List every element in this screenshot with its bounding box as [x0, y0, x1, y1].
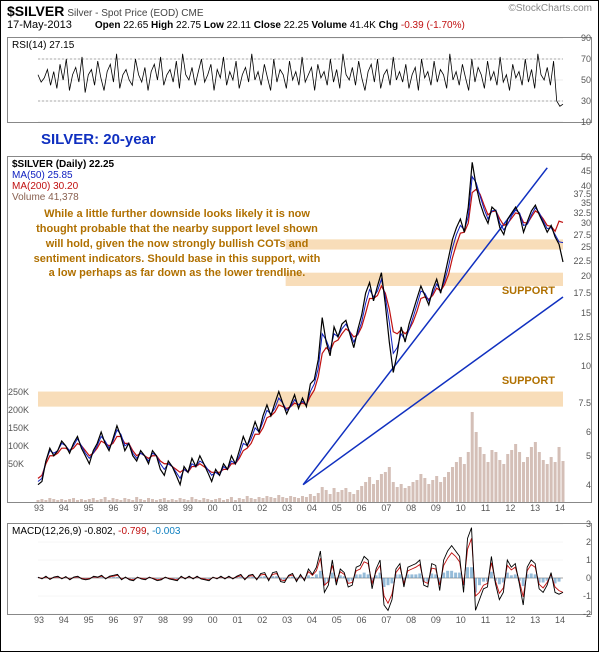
price-x-axis: 9394959697989900010203040506070809101112…	[39, 503, 560, 515]
support-label-1: SUPPORT	[502, 285, 555, 297]
rsi-panel: RSI(14) 27.15 1030507090	[7, 37, 592, 123]
chart-header: $SILVER Silver - Spot Price (EOD) CME ©S…	[1, 1, 598, 33]
commentary-annotation: While a little further downside looks li…	[32, 207, 322, 281]
rsi-label: RSI(14) 27.15	[12, 40, 74, 51]
symbol-desc: Silver - Spot Price (EOD) CME	[67, 8, 203, 19]
stockchart-container: $SILVER Silver - Spot Price (EOD) CME ©S…	[0, 0, 599, 652]
ohlc-bar: Open 22.65 High 22.75 Low 22.11 Close 22…	[95, 20, 465, 31]
macd-label: MACD(12,26,9) -0.802, -0.799, -0.003	[12, 526, 180, 537]
source-watermark: ©StockCharts.com	[508, 3, 592, 14]
macd-x-axis: 9394959697989900010203040506070809101112…	[39, 615, 560, 627]
chart-title-annotation: SILVER: 20-year	[41, 131, 156, 148]
symbol: $SILVER	[7, 3, 64, 19]
macd-plot	[8, 524, 591, 614]
price-panel: $SILVER (Daily) 22.25 MA(50) 25.85 MA(20…	[7, 156, 592, 503]
rsi-plot	[8, 38, 591, 122]
price-legend: $SILVER (Daily) 22.25 MA(50) 25.85 MA(20…	[12, 159, 114, 203]
chart-date: 17-May-2013	[7, 19, 72, 31]
support-label-2: SUPPORT	[502, 375, 555, 387]
macd-panel: MACD(12,26,9) -0.802, -0.799, -0.003 -2-…	[7, 523, 592, 615]
